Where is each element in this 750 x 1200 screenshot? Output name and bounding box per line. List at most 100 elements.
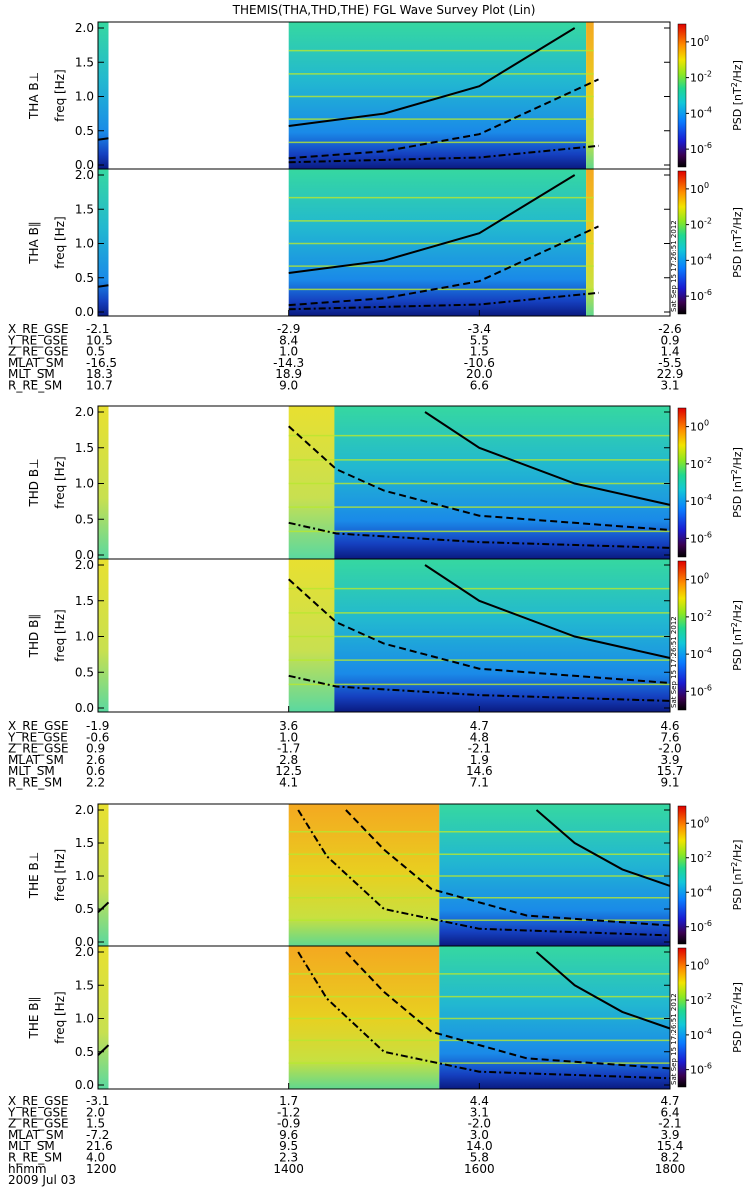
colorbar: 100 10-2 10-4 10-6 PSD [nT2/Hz] [677,805,744,945]
ephemeris-row-name: MLAT_SM [8,356,64,370]
ephemeris-value: 1.5 [470,345,489,359]
plot-timestamp: Sat Sep 15 17:26:51 2012 [670,220,678,312]
y-tick-label: 1.0 [75,90,94,104]
probe-thd: 0.0 0.5 1.0 1.5 2.0 freq [Hz] THD B⊥ 100 10-2 10-… [27,405,744,715]
ephemeris-value: 4.7 [660,1094,679,1108]
date-label: 2009 Jul 03 [8,1173,76,1187]
ephemeris-value: -14.3 [273,356,304,370]
colorbar: 100 10-2 10-4 10-6 PSD [nT2/Hz] [677,23,744,168]
ephemeris-value: 6.4 [660,1105,679,1119]
y-tick-label: 0.5 [75,124,94,138]
ephemeris-value: 4.1 [279,776,298,790]
ephemeris-row-name: X_RE_GSE [8,719,69,733]
colorbar-tick-label: 100 [690,957,709,972]
y-tick-label: 0.5 [75,271,94,285]
colorbar-gradient [677,805,687,945]
spectrogram-panel: 0.0 0.5 1.0 1.5 2.0 freq [Hz] THA B⊥ 100 10-2 10-… [27,21,744,172]
y-tick-label: 0.5 [75,902,94,916]
y-tick-label: 0.5 [75,665,94,679]
ephemeris-value: -7.2 [86,1128,109,1142]
ephemeris-thd: X_RE_GSE -1.9 3.6 4.7 4.6 Y_RE_GSE -0.6 1.0 4.8 7… [7,719,683,790]
y-tick-label: 0.5 [75,1045,94,1059]
colorbar-label: PSD [nT2/Hz] [730,60,744,131]
ephemeris-value: 2.2 [86,776,105,790]
y-tick-label: 2.0 [75,21,94,35]
ephemeris-layer: X_RE_GSE -2.1 -2.9 -3.4 -2.6 Y_RE_GSE 10.5 8.4 5… [7,322,685,1187]
gyro-line-solid [288,174,576,274]
colorbar-gradient [677,947,687,1088]
ephemeris-row-name: X_RE_GSE [8,322,69,336]
freq-axis-label: freq [Hz] [53,991,67,1043]
colorbar-gradient [677,23,687,168]
ephemeris-value: 1.4 [660,345,679,359]
colorbar-tick-label: 10-6 [690,288,712,303]
y-tick-label: 1.0 [75,1012,94,1026]
x-tick-label: 1600 [464,1162,495,1176]
ephemeris-value: 1.9 [470,753,489,767]
freq-axis-label: freq [Hz] [53,216,67,268]
ephemeris-value: -2.1 [468,742,491,756]
ephemeris-value: 4.7 [470,719,489,733]
probe-tha: 0.0 0.5 1.0 1.5 2.0 freq [Hz] THA B⊥ 100 10-2 10-… [27,21,744,319]
data-interval [586,169,594,316]
colorbar-tick-label: 10-6 [690,141,712,156]
ephemeris-value: -2.9 [277,322,300,336]
gyro-line-dashdot [288,144,599,164]
y-tick-label: 0.0 [75,1078,94,1092]
colorbar-label: PSD [nT2/Hz] [730,982,744,1053]
ephemeris-value: 1.7 [279,1094,298,1108]
spectrogram-panel: 0.0 0.5 1.0 1.5 2.0 freq [Hz] THD B⊥ 100 10-2 10-… [27,405,744,562]
ephemeris-value: 2.0 [86,1105,105,1119]
colorbar-tick-label: 10-2 [690,992,712,1007]
ephemeris-value: 4.0 [86,1151,105,1165]
ephemeris-value: -1.2 [277,1105,300,1119]
data-interval [98,804,109,946]
y-tick-label: 0.0 [75,935,94,949]
ephemeris-value: 7.1 [470,776,489,790]
ephemeris-value: 4.8 [470,730,489,744]
ephemeris-value: -2.1 [86,322,109,336]
plot-timestamp: Sat Sep 15 17:26:51 2012 [670,993,678,1085]
x-axis-label: hhmm [8,1162,47,1176]
ephemeris-value: 4.6 [660,719,679,733]
chart-title: THEMIS(THA,THD,THE) FGL Wave Survey Plot… [232,3,536,17]
ephemeris-value: 15.7 [657,764,684,778]
colorbar-tick-label: 100 [690,815,709,830]
colorbar-tick-label: 10-2 [690,217,712,232]
gyro-line-start [97,284,109,288]
y-tick-label: 1.0 [75,237,94,251]
data-interval [288,406,335,559]
ephemeris-the: X_RE_GSE -3.1 1.7 4.4 4.7 Y_RE_GSE 2.0 -1.2 3.1 6… [7,1094,685,1187]
x-tick-label: 1800 [655,1162,686,1176]
gyro-line-solid [424,411,671,506]
ephemeris-value: 1.5 [86,1117,105,1131]
colorbar: 100 10-2 10-4 10-6 PSD [nT2/Hz] [677,560,744,711]
panels-layer: 0.0 0.5 1.0 1.5 2.0 freq [Hz] THA B⊥ 100 10-2 10-… [27,21,744,1092]
panel-label: THE B∥ [27,997,41,1040]
gyro-line-solid [535,951,671,1030]
gyro-line-solid [288,27,576,127]
colorbar-tick-label: 10-2 [690,456,712,471]
spectrogram-panel: 0.0 0.5 1.0 1.5 2.0 freq [Hz] THE B⊥ 100 10-2 10-… [27,803,744,949]
ephemeris-value: 7.6 [660,730,679,744]
ephemeris-tha: X_RE_GSE -2.1 -2.9 -3.4 -2.6 Y_RE_GSE 10.5 8.4 5… [7,322,683,393]
ephemeris-value: -2.6 [658,322,681,336]
ephemeris-value: 14.6 [466,764,493,778]
ephemeris-value: 9.5 [279,1139,298,1153]
colorbar-tick-label: 10-4 [690,105,712,120]
panel-frame [97,945,671,1090]
ephemeris-value: 21.6 [86,1139,113,1153]
ephemeris-row-name: MLT_SM [8,367,55,381]
ephemeris-value: 9.6 [279,1128,298,1142]
panel-frame [97,558,671,713]
panel-frame [97,168,671,317]
ephemeris-value: 1.0 [279,730,298,744]
ephemeris-value: 2.6 [86,753,105,767]
ephemeris-value: -2.0 [468,1117,491,1131]
colorbar-tick-label: 10-4 [690,884,712,899]
y-tick-label: 1.5 [75,55,94,69]
ephemeris-row-name: MLT_SM [8,1139,55,1153]
colorbar-tick-label: 10-6 [690,1062,712,1077]
ephemeris-value: 4.4 [470,1094,489,1108]
freq-axis-label: freq [Hz] [53,456,67,508]
